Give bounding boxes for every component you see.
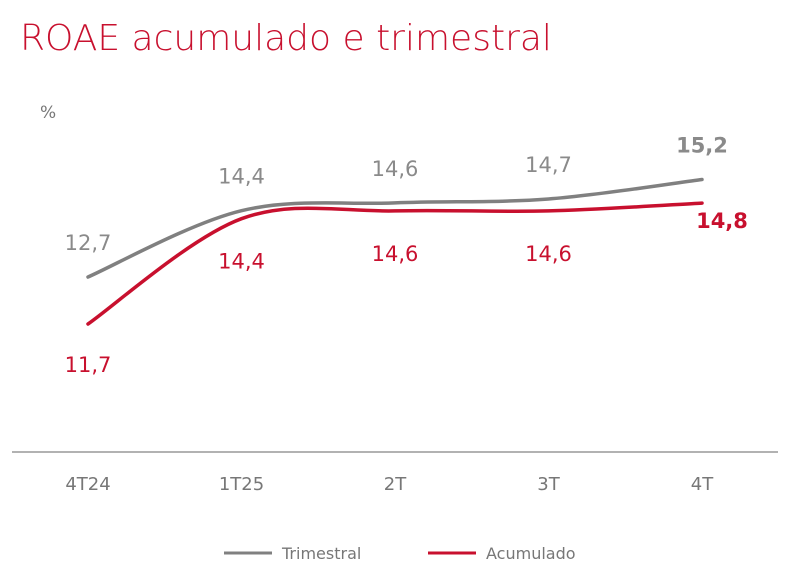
data-label: 14,6 [372, 242, 419, 266]
data-label: 15,2 [676, 134, 728, 158]
data-label: 14,8 [696, 209, 748, 233]
x-tick-label: 1T25 [219, 474, 264, 495]
x-tick-label: 2T [384, 474, 407, 495]
legend-label-acumulado: Acumulado [486, 544, 576, 563]
legend-label-trimestral: Trimestral [281, 544, 361, 563]
data-label: 14,7 [525, 153, 572, 177]
data-labels: 12,7 14,4 14,6 14,7 15,2 11,7 14,4 14,6 14,6 14,8 [65, 134, 748, 378]
series-line-trimestral [86, 177, 704, 279]
y-axis-unit: % [40, 103, 56, 123]
x-tick-label: 4T24 [65, 474, 110, 495]
x-axis-ticks: 4T24 1T25 2T 3T 4T [65, 474, 714, 495]
chart-title: ROAE acumulado e trimestral [20, 18, 552, 59]
data-label: 14,4 [218, 165, 265, 189]
series-line-acumulado [86, 201, 704, 326]
legend: Trimestral Acumulado [224, 544, 576, 563]
data-label: 12,7 [65, 231, 112, 255]
data-label: 11,7 [65, 353, 112, 377]
legend-item-trimestral[interactable]: Trimestral [224, 544, 361, 563]
data-label: 14,4 [218, 250, 265, 274]
legend-item-acumulado[interactable]: Acumulado [428, 544, 576, 563]
data-label: 14,6 [372, 157, 419, 181]
series-lines [86, 177, 704, 326]
x-tick-label: 3T [537, 474, 560, 495]
x-tick-label: 4T [691, 474, 714, 495]
data-label: 14,6 [525, 242, 572, 266]
